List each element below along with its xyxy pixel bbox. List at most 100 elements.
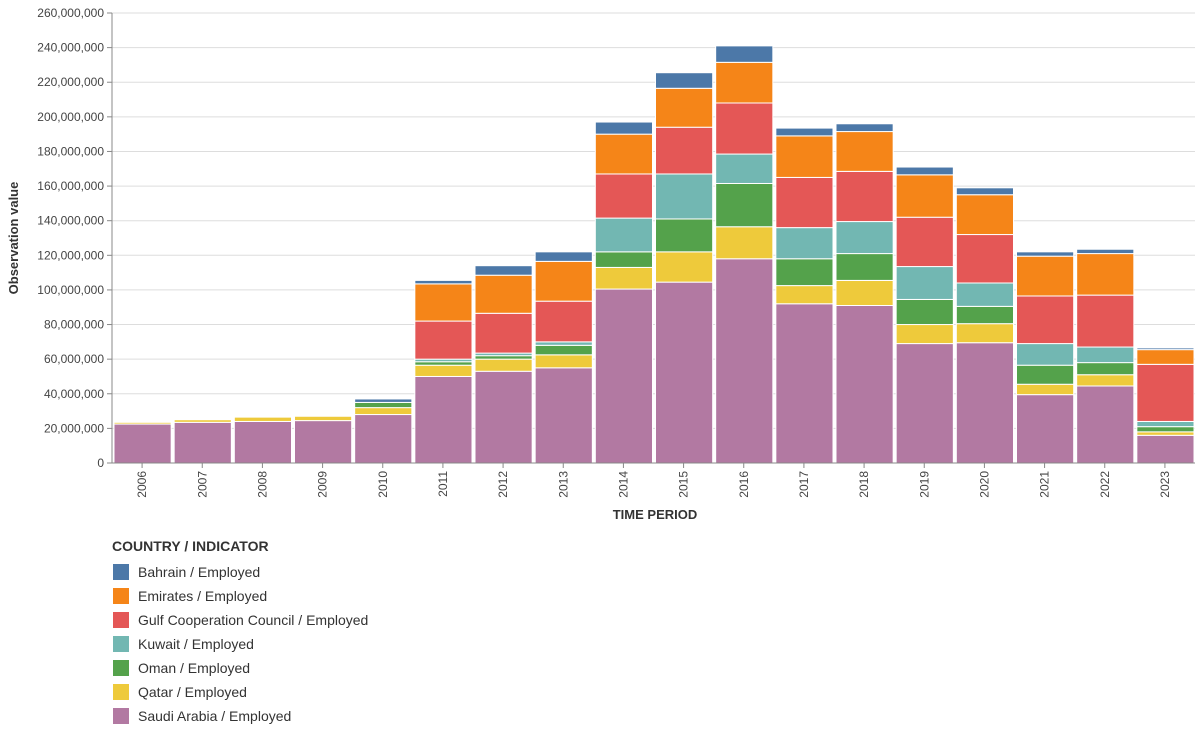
stacked-bar-chart: 0 20,000,000 40,000,000 60,000,000 80,000,00… <box>6 6 1195 522</box>
bar-segment <box>534 367 593 464</box>
y-tick-label: 40,000,000 <box>44 387 104 401</box>
bar-segment <box>895 166 954 176</box>
bar-segment <box>895 324 954 345</box>
bar-segment <box>173 419 232 423</box>
legend-swatch <box>112 587 130 605</box>
bar-segment <box>474 274 533 314</box>
y-tick-label: 60,000,000 <box>44 352 104 366</box>
bar-segment <box>1136 420 1195 428</box>
bar-segment <box>474 312 533 354</box>
legend-label: Kuwait / Employed <box>138 636 254 652</box>
axes: 0 20,000,000 40,000,000 60,000,000 80,000,00… <box>37 6 1195 498</box>
bar-segment <box>1076 253 1135 296</box>
bar-segment <box>534 260 593 302</box>
bar-segment <box>895 343 954 464</box>
bar-segment <box>775 258 834 287</box>
y-tick-label: 120,000,000 <box>37 248 104 262</box>
bar-segment <box>1016 383 1075 396</box>
bar-segment <box>1076 374 1135 387</box>
x-tick-label: 2023 <box>1158 471 1172 498</box>
bar-segment <box>534 251 593 262</box>
bar-segment <box>955 194 1014 236</box>
bar-segment <box>474 265 533 276</box>
bar-segment <box>594 288 653 464</box>
bar-segment <box>294 420 353 464</box>
bar-segment <box>414 320 473 360</box>
bar-segment <box>594 121 653 135</box>
bar-segment <box>1016 364 1075 385</box>
legend-item: Emirates / Employed <box>112 584 368 608</box>
bar-segment <box>655 87 714 128</box>
legend-label: Qatar / Employed <box>138 684 247 700</box>
y-tick-label: 180,000,000 <box>37 144 104 158</box>
bar-segment <box>835 170 894 223</box>
y-tick-label: 140,000,000 <box>37 214 104 228</box>
y-tick-label: 240,000,000 <box>37 41 104 55</box>
bar-segment <box>1076 294 1135 348</box>
x-tick-label: 2010 <box>376 471 390 498</box>
bar-segment <box>113 423 172 464</box>
bar-segment <box>414 375 473 464</box>
x-tick-label: 2017 <box>797 471 811 498</box>
bar-segment <box>715 102 774 155</box>
y-tick-label: 80,000,000 <box>44 318 104 332</box>
bar-segment <box>775 227 834 260</box>
bar-segment <box>715 153 774 184</box>
bar-segment <box>414 279 473 285</box>
bar-segment <box>775 303 834 464</box>
bar-segment <box>835 123 894 133</box>
bar-segment <box>655 72 714 89</box>
x-axis-title: TIME PERIOD <box>613 507 698 522</box>
gridlines <box>112 12 1195 464</box>
bar-segment <box>594 133 653 175</box>
x-tick-label: 2006 <box>135 471 149 498</box>
y-tick-label: 100,000,000 <box>37 283 104 297</box>
bar-segment <box>1136 347 1195 351</box>
bar-segment <box>1136 363 1195 422</box>
bar-segment <box>955 323 1014 344</box>
bar-segment <box>955 342 1014 464</box>
bar-segment <box>474 355 533 360</box>
bars <box>113 45 1195 464</box>
bar-segment <box>594 173 653 219</box>
legend: COUNTRY / INDICATOR Bahrain / Employed Em… <box>112 538 368 728</box>
bar-segment <box>414 364 473 377</box>
bar-segment <box>1016 251 1075 257</box>
x-tick-label: 2020 <box>977 471 991 498</box>
legend-swatch <box>112 563 130 581</box>
bar-segment <box>354 407 413 416</box>
x-tick-label: 2021 <box>1038 471 1052 498</box>
legend-swatch <box>112 707 130 725</box>
bar-segment <box>474 370 533 464</box>
bar-segment <box>655 251 714 283</box>
bar-segment <box>294 415 353 422</box>
bar-segment <box>534 300 593 343</box>
bar-segment <box>354 398 413 403</box>
legend-item: Gulf Cooperation Council / Employed <box>112 608 368 632</box>
legend-label: Gulf Cooperation Council / Employed <box>138 612 369 628</box>
x-tick-label: 2016 <box>737 471 751 498</box>
legend-swatch <box>112 659 130 677</box>
bar-segment <box>1136 426 1195 433</box>
x-tick-label: 2014 <box>616 471 630 498</box>
bar-segment <box>1076 385 1135 464</box>
x-tick-label: 2009 <box>316 471 330 498</box>
bar-segment <box>715 182 774 228</box>
bar-segment <box>594 266 653 290</box>
x-tick-label: 2019 <box>917 471 931 498</box>
x-tick-label: 2013 <box>556 471 570 498</box>
bar-segment <box>1016 255 1075 297</box>
y-tick-label: 160,000,000 <box>37 179 104 193</box>
legend-item: Bahrain / Employed <box>112 560 368 584</box>
bar-segment <box>1076 248 1135 255</box>
x-tick-label: 2012 <box>496 471 510 498</box>
legend-item: Kuwait / Employed <box>112 632 368 656</box>
bar-segment <box>955 187 1014 196</box>
legend-swatch <box>112 683 130 701</box>
bar-segment <box>955 234 1014 284</box>
bar-segment <box>955 305 1014 325</box>
bar-segment <box>715 226 774 260</box>
y-tick-label: 0 <box>97 456 104 470</box>
x-tick-label: 2022 <box>1098 471 1112 498</box>
bar-segment <box>534 341 593 346</box>
